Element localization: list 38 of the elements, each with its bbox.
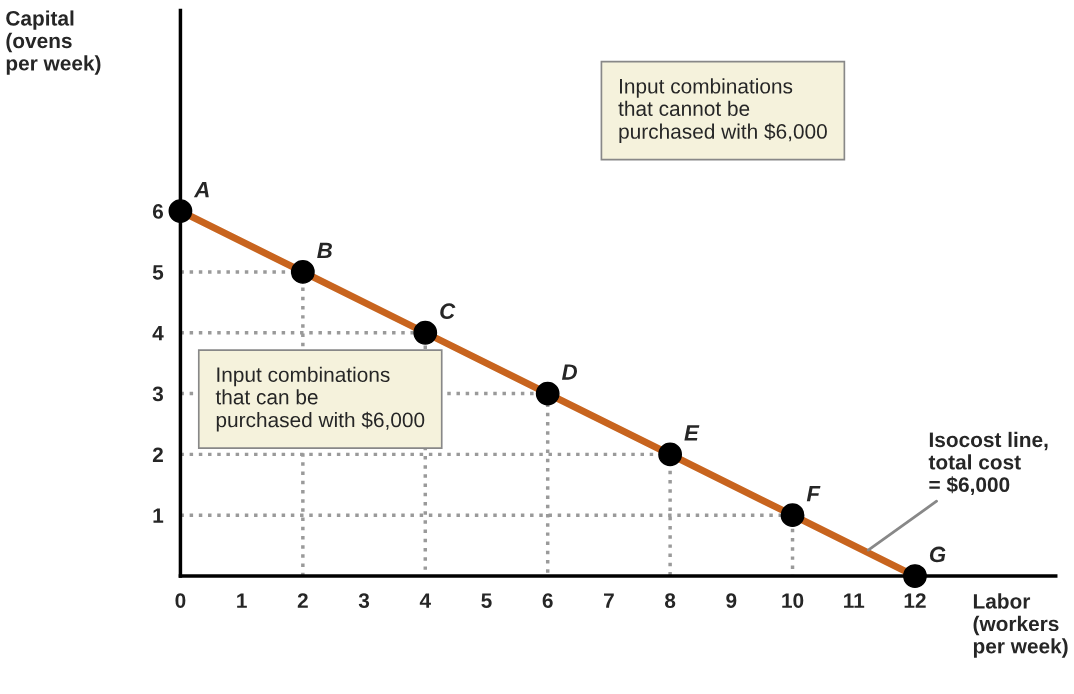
x-tick-label: 6 bbox=[542, 593, 553, 608]
point bbox=[535, 381, 560, 406]
y-tick-label: 5 bbox=[152, 265, 164, 280]
x-tick-label: 8 bbox=[664, 593, 676, 608]
annotation: E bbox=[684, 425, 700, 441]
annotation: B bbox=[317, 242, 332, 259]
point bbox=[168, 199, 193, 224]
annotation: Isocost line, total cost = $6,000 bbox=[928, 431, 1048, 496]
annotation: F bbox=[806, 486, 821, 502]
annotation: Input combinations that can be purchased with $6,000 bbox=[215, 366, 425, 432]
annotation: G bbox=[929, 546, 946, 563]
y-tick-label: 4 bbox=[152, 325, 164, 341]
annotation: D bbox=[561, 364, 577, 380]
annotation: C bbox=[440, 303, 456, 320]
x-tick-label: 3 bbox=[358, 593, 370, 609]
point bbox=[413, 320, 438, 345]
x-tick-label: 5 bbox=[481, 593, 492, 608]
x-tick-label: 10 bbox=[782, 593, 804, 608]
x-tick-label: 11 bbox=[844, 593, 865, 608]
x-tick-label: 1 bbox=[237, 593, 247, 608]
y-tick-label: 3 bbox=[152, 386, 164, 402]
x-tick-label: 7 bbox=[604, 593, 614, 608]
annotation: Input combinations that cannot be purchased with $6,000 bbox=[618, 78, 827, 143]
x-axis-title: Labor (workers per week) bbox=[973, 593, 1068, 658]
point bbox=[658, 442, 683, 467]
y-tick-label: 6 bbox=[152, 204, 164, 219]
point bbox=[780, 503, 805, 528]
annotation: A bbox=[193, 181, 209, 198]
y-tick-label: 2 bbox=[152, 447, 163, 462]
x-tick-label: 2 bbox=[297, 593, 308, 608]
x-tick-label: 12 bbox=[904, 593, 926, 608]
y-tick-label: 1 bbox=[153, 508, 164, 523]
point bbox=[290, 260, 315, 284]
x-tick-label: 4 bbox=[419, 593, 431, 608]
point bbox=[903, 564, 927, 588]
x-tick-label: 0 bbox=[175, 593, 186, 608]
y-axis-title: Capital (ovens per week) bbox=[6, 10, 101, 75]
x-tick-label: 9 bbox=[726, 593, 737, 608]
